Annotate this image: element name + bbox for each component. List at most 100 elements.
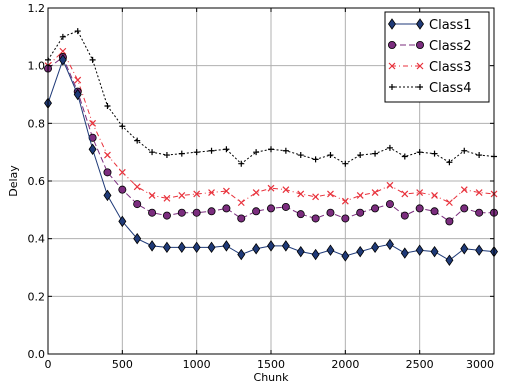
data-point [178, 150, 185, 157]
legend-marker [388, 62, 396, 70]
y-tick-label: 0.6 [28, 175, 46, 188]
ticks: 0 500 1000 1500 2000 2500 3000 0.0 0.2 0.4 0.6 0.8 1… [28, 2, 495, 371]
data-point [281, 202, 290, 211]
data-point [118, 168, 126, 176]
data-point [237, 199, 245, 207]
data-point [267, 240, 275, 252]
data-point [296, 245, 305, 258]
data-point [401, 190, 409, 198]
data-point [475, 189, 483, 196]
x-axis-label: Chunk [254, 371, 290, 384]
data-point [74, 28, 81, 35]
data-point [357, 152, 364, 159]
data-point [311, 214, 320, 223]
data-point [223, 146, 230, 153]
data-point [342, 160, 349, 167]
data-point [252, 207, 261, 216]
data-point [267, 184, 275, 192]
data-point [208, 189, 215, 196]
data-point [430, 245, 439, 258]
data-point [327, 190, 334, 198]
data-point [104, 103, 111, 110]
y-axis-label: Delay [7, 165, 20, 197]
series-class2 [44, 53, 498, 226]
data-point [312, 156, 319, 163]
x-tick-label: 2500 [406, 358, 434, 371]
data-point [461, 147, 468, 154]
x-tick-label: 2000 [331, 358, 359, 371]
data-point [400, 211, 409, 220]
data-point [431, 191, 438, 199]
data-point [445, 217, 454, 226]
data-point [58, 54, 67, 66]
data-point [460, 243, 469, 255]
data-point [385, 200, 394, 209]
data-point [149, 149, 156, 156]
series-layer [44, 28, 498, 266]
data-point [88, 143, 97, 155]
data-point [148, 240, 157, 252]
data-point [371, 189, 379, 196]
data-point [446, 159, 453, 166]
data-point [341, 214, 350, 223]
data-point [401, 153, 408, 160]
legend-marker [416, 62, 424, 70]
data-point [222, 204, 231, 213]
data-point [431, 150, 438, 157]
data-point [416, 189, 424, 196]
data-point [416, 149, 423, 156]
data-point [475, 208, 484, 217]
data-point [371, 204, 380, 213]
data-point [445, 199, 453, 207]
data-point [207, 241, 216, 254]
data-point [372, 150, 379, 157]
data-point [163, 194, 171, 202]
legend-marker [415, 41, 424, 50]
data-point [89, 56, 96, 63]
legend-marker [417, 84, 423, 90]
data-point [341, 197, 349, 205]
data-point [148, 208, 157, 217]
data-point [356, 245, 365, 258]
data-point [192, 241, 201, 254]
y-tick-label: 0.0 [28, 348, 46, 361]
series-class4 [45, 28, 497, 167]
data-point [192, 208, 201, 217]
data-point [177, 241, 186, 254]
legend-marker [416, 18, 424, 30]
data-point [415, 244, 424, 256]
data-point [134, 137, 141, 144]
legend: Class1 Class2 Class3 Class4 [384, 11, 490, 103]
x-tick-label: 0 [45, 358, 52, 371]
data-point [268, 146, 274, 153]
data-point [296, 210, 305, 219]
y-tick-label: 1.0 [28, 60, 46, 73]
legend-label: Class1 [429, 18, 471, 33]
data-point [252, 189, 260, 196]
legend-marker [389, 84, 395, 90]
data-point [119, 123, 126, 130]
data-point [415, 204, 424, 213]
data-point [341, 250, 350, 262]
legend-label: Class4 [429, 81, 471, 96]
data-point [208, 147, 215, 154]
data-point [282, 147, 289, 154]
data-point [282, 186, 290, 194]
data-point [177, 208, 186, 217]
x-tick-label: 500 [112, 358, 133, 371]
data-point [327, 152, 334, 159]
x-tick-label: 1500 [257, 358, 285, 371]
legend-label: Class2 [429, 39, 471, 54]
y-tick-label: 0.4 [28, 233, 46, 246]
data-point [133, 200, 142, 209]
data-point [178, 191, 186, 199]
legend-label: Class3 [429, 60, 471, 75]
data-point [193, 190, 201, 198]
data-point [297, 152, 304, 159]
data-point [386, 181, 394, 189]
data-point [103, 189, 112, 202]
data-point [326, 208, 335, 217]
y-tick-label: 0.2 [28, 290, 46, 303]
data-point [253, 149, 260, 156]
